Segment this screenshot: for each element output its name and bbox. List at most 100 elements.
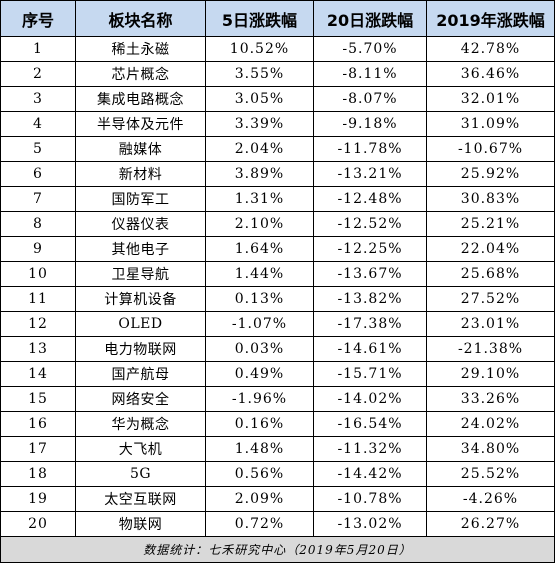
five-day-change-cell: 0.16% xyxy=(205,411,314,437)
twenty-day-change-cell: -12.48% xyxy=(313,186,427,212)
table-body: 1 稀土永磁 10.52% -5.70% 42.78% 2 芯片概念 3.55% -8.11% 3… xyxy=(0,36,555,537)
sector-name-cell: 集成电路概念 xyxy=(75,86,206,112)
five-day-change-cell: 2.09% xyxy=(205,486,314,512)
five-day-change-cell: 1.64% xyxy=(205,236,314,262)
table-row: 6 新材料 3.89% -13.21% 25.92% xyxy=(0,161,555,187)
five-day-change-cell: 3.39% xyxy=(205,111,314,137)
table-row: 4 半导体及元件 3.39% -9.18% 31.09% xyxy=(0,111,555,137)
sector-name-cell: 卫星导航 xyxy=(75,261,206,287)
twenty-day-change-cell: -12.52% xyxy=(313,211,427,237)
twenty-day-change-cell: -5.70% xyxy=(313,36,427,62)
ytd-2019-change-cell: 25.21% xyxy=(426,211,555,237)
rank-cell: 18 xyxy=(0,461,76,487)
ytd-2019-change-cell: -21.38% xyxy=(426,336,555,362)
rank-cell: 8 xyxy=(0,211,76,237)
header-5day-change: 5日涨跌幅 xyxy=(205,0,314,37)
twenty-day-change-cell: -15.71% xyxy=(313,361,427,387)
sector-name-cell: 太空互联网 xyxy=(75,486,206,512)
ytd-2019-change-cell: 30.83% xyxy=(426,186,555,212)
rank-cell: 15 xyxy=(0,386,76,412)
table-row: 19 太空互联网 2.09% -10.78% -4.26% xyxy=(0,486,555,512)
table-row: 18 5G 0.56% -14.42% 25.52% xyxy=(0,461,555,487)
twenty-day-change-cell: -13.67% xyxy=(313,261,427,287)
five-day-change-cell: 3.55% xyxy=(205,61,314,87)
table-row: 3 集成电路概念 3.05% -8.07% 32.01% xyxy=(0,86,555,112)
twenty-day-change-cell: -14.02% xyxy=(313,386,427,412)
rank-cell: 16 xyxy=(0,411,76,437)
header-sector-name: 板块名称 xyxy=(75,0,206,37)
table-row: 9 其他电子 1.64% -12.25% 22.04% xyxy=(0,236,555,262)
rank-cell: 13 xyxy=(0,336,76,362)
five-day-change-cell: 3.05% xyxy=(205,86,314,112)
five-day-change-cell: 0.03% xyxy=(205,336,314,362)
rank-cell: 9 xyxy=(0,236,76,262)
table-row: 7 国防军工 1.31% -12.48% 30.83% xyxy=(0,186,555,212)
sector-name-cell: 大飞机 xyxy=(75,436,206,462)
rank-cell: 19 xyxy=(0,486,76,512)
ytd-2019-change-cell: 25.52% xyxy=(426,461,555,487)
sector-name-cell: 新材料 xyxy=(75,161,206,187)
rank-cell: 14 xyxy=(0,361,76,387)
five-day-change-cell: 2.04% xyxy=(205,136,314,162)
sector-name-cell: 物联网 xyxy=(75,511,206,537)
twenty-day-change-cell: -14.61% xyxy=(313,336,427,362)
table-row: 15 网络安全 -1.96% -14.02% 33.26% xyxy=(0,386,555,412)
table-row: 1 稀土永磁 10.52% -5.70% 42.78% xyxy=(0,36,555,62)
ytd-2019-change-cell: 29.10% xyxy=(426,361,555,387)
five-day-change-cell: 0.72% xyxy=(205,511,314,537)
header-row: 序号 板块名称 5日涨跌幅 20日涨跌幅 2019年涨跌幅 xyxy=(0,0,555,37)
ytd-2019-change-cell: 27.52% xyxy=(426,286,555,312)
ytd-2019-change-cell: 32.01% xyxy=(426,86,555,112)
five-day-change-cell: 0.56% xyxy=(205,461,314,487)
sector-name-cell: 稀土永磁 xyxy=(75,36,206,62)
twenty-day-change-cell: -8.07% xyxy=(313,86,427,112)
sector-name-cell: 国防军工 xyxy=(75,186,206,212)
twenty-day-change-cell: -13.02% xyxy=(313,511,427,537)
five-day-change-cell: 1.44% xyxy=(205,261,314,287)
rank-cell: 1 xyxy=(0,36,76,62)
sector-name-cell: 网络安全 xyxy=(75,386,206,412)
sector-name-cell: 电力物联网 xyxy=(75,336,206,362)
twenty-day-change-cell: -14.42% xyxy=(313,461,427,487)
twenty-day-change-cell: -9.18% xyxy=(313,111,427,137)
twenty-day-change-cell: -8.11% xyxy=(313,61,427,87)
data-source-note: 数据统计：七禾研究中心（2019年5月20日） xyxy=(0,536,555,563)
table-row: 20 物联网 0.72% -13.02% 26.27% xyxy=(0,511,555,537)
rank-cell: 6 xyxy=(0,161,76,187)
table-row: 14 国产航母 0.49% -15.71% 29.10% xyxy=(0,361,555,387)
rank-cell: 2 xyxy=(0,61,76,87)
rank-cell: 17 xyxy=(0,436,76,462)
five-day-change-cell: -1.07% xyxy=(205,311,314,337)
sector-name-cell: 仪器仪表 xyxy=(75,211,206,237)
ytd-2019-change-cell: 33.26% xyxy=(426,386,555,412)
rank-cell: 11 xyxy=(0,286,76,312)
twenty-day-change-cell: -16.54% xyxy=(313,411,427,437)
five-day-change-cell: 10.52% xyxy=(205,36,314,62)
table-row: 11 计算机设备 0.13% -13.82% 27.52% xyxy=(0,286,555,312)
footer-row: 数据统计：七禾研究中心（2019年5月20日） xyxy=(0,536,555,563)
twenty-day-change-cell: -11.78% xyxy=(313,136,427,162)
ytd-2019-change-cell: 22.04% xyxy=(426,236,555,262)
ytd-2019-change-cell: -10.67% xyxy=(426,136,555,162)
table-row: 13 电力物联网 0.03% -14.61% -21.38% xyxy=(0,336,555,362)
twenty-day-change-cell: -17.38% xyxy=(313,311,427,337)
table-row: 16 华为概念 0.16% -16.54% 24.02% xyxy=(0,411,555,437)
five-day-change-cell: 0.49% xyxy=(205,361,314,387)
table-row: 5 融媒体 2.04% -11.78% -10.67% xyxy=(0,136,555,162)
five-day-change-cell: 1.48% xyxy=(205,436,314,462)
twenty-day-change-cell: -13.82% xyxy=(313,286,427,312)
five-day-change-cell: 2.10% xyxy=(205,211,314,237)
twenty-day-change-cell: -13.21% xyxy=(313,161,427,187)
header-rank: 序号 xyxy=(0,0,76,37)
table-row: 8 仪器仪表 2.10% -12.52% 25.21% xyxy=(0,211,555,237)
ytd-2019-change-cell: 42.78% xyxy=(426,36,555,62)
sector-name-cell: 5G xyxy=(75,461,206,487)
rank-cell: 4 xyxy=(0,111,76,137)
ytd-2019-change-cell: 31.09% xyxy=(426,111,555,137)
ytd-2019-change-cell: 34.80% xyxy=(426,436,555,462)
sector-name-cell: 半导体及元件 xyxy=(75,111,206,137)
rank-cell: 5 xyxy=(0,136,76,162)
table-row: 12 OLED -1.07% -17.38% 23.01% xyxy=(0,311,555,337)
ytd-2019-change-cell: 23.01% xyxy=(426,311,555,337)
